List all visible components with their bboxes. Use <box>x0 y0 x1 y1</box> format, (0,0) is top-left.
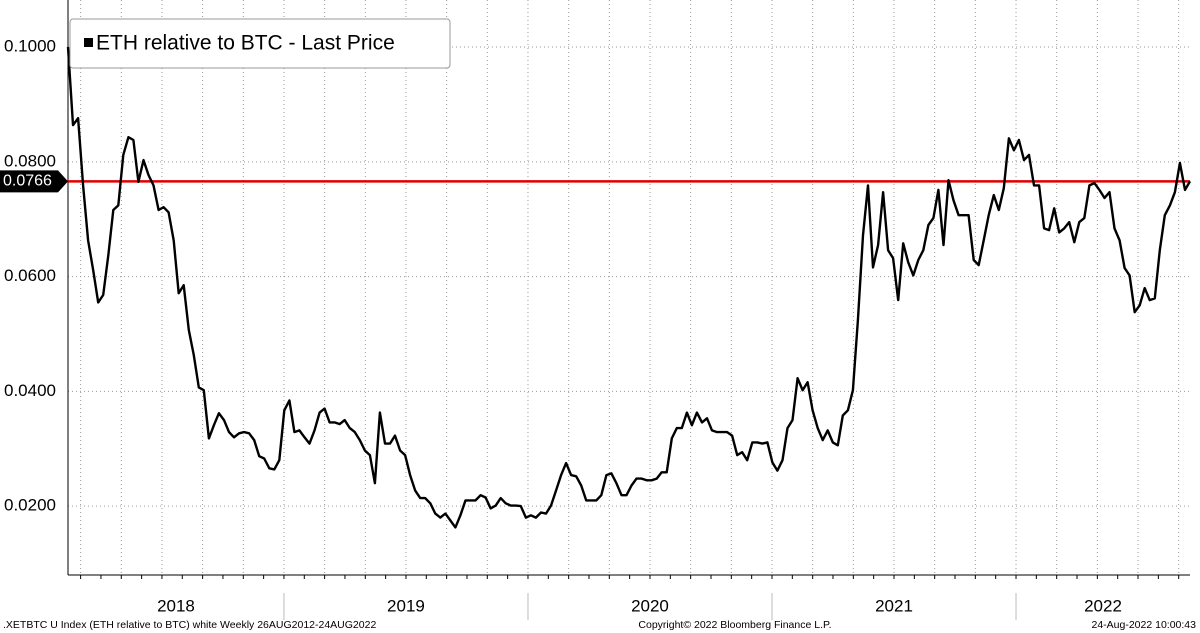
y-tick-label: 0.0600 <box>4 266 56 285</box>
footer-right: 24-Aug-2022 10:00:43 <box>1091 619 1196 631</box>
legend-label: ETH relative to BTC - Last Price <box>96 32 395 55</box>
legend-box <box>69 18 451 69</box>
x-tick-label: 2019 <box>387 596 425 615</box>
y-tick-label: 0.0400 <box>4 381 56 400</box>
legend: ETH relative to BTC - Last Price <box>69 18 451 69</box>
y-tick-label: 0.0200 <box>4 496 56 515</box>
last-price-tag <box>0 170 68 193</box>
footer-center: Copyright© 2022 Bloomberg Finance L.P. <box>638 619 831 631</box>
last-price-label: 0.0766 <box>3 173 52 190</box>
price-line <box>66 47 1192 529</box>
x-tick-label: 2021 <box>875 596 913 615</box>
y-tick-label: 0.0800 <box>4 151 56 170</box>
x-tick-label: 2018 <box>157 596 195 615</box>
footer-left: .XETBTC U Index (ETH relative to BTC) wh… <box>3 619 376 631</box>
x-tick-label: 2020 <box>631 596 669 615</box>
y-tick-label: 0.1000 <box>4 37 56 56</box>
x-tick-label: 2022 <box>1084 596 1122 615</box>
legend-swatch <box>84 38 93 47</box>
